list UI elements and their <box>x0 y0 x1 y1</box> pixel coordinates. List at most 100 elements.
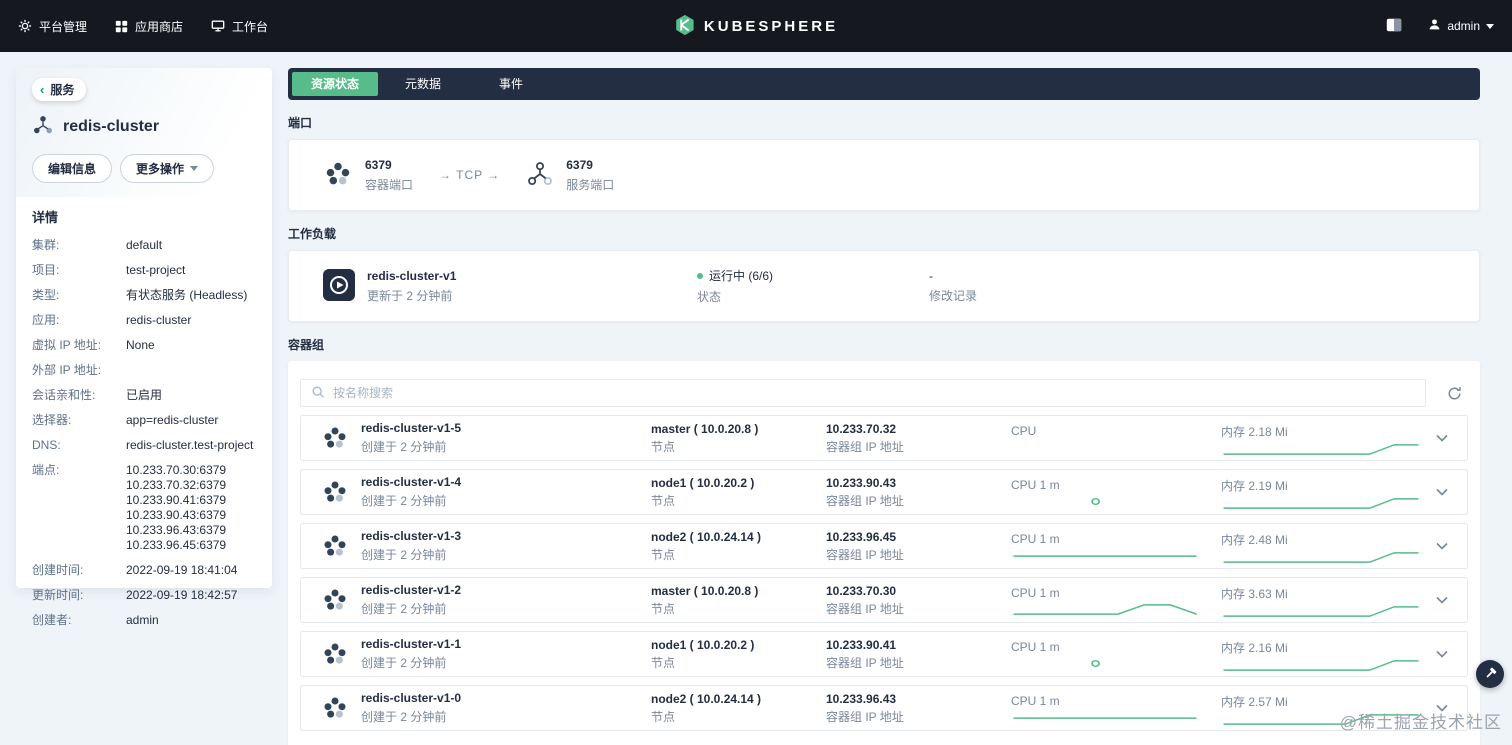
tab-resource-status[interactable]: 资源状态 <box>292 72 378 96</box>
pod-name[interactable]: redis-cluster-v1-3 <box>361 529 462 543</box>
detail-value: default <box>126 238 163 252</box>
pod-ip: 10.233.96.43 <box>826 691 897 706</box>
detail-label: 选择器: <box>32 413 72 427</box>
back-to-services-button[interactable]: ‹ 服务 <box>32 78 87 101</box>
chevron-down-icon[interactable] <box>1429 434 1455 442</box>
detail-label: 会话亲和性: <box>32 388 96 402</box>
floating-tool-button[interactable] <box>1476 660 1504 688</box>
pod-ip-label: 容器组 IP 地址 <box>826 494 904 508</box>
chevron-down-icon[interactable] <box>1429 542 1455 550</box>
pod-name[interactable]: redis-cluster-v1-1 <box>361 637 462 651</box>
pod-search-box[interactable] <box>300 379 1426 407</box>
pod-icon <box>321 640 349 668</box>
pod-name[interactable]: redis-cluster-v1-0 <box>361 691 462 705</box>
nav-platform-management[interactable]: 平台管理 <box>18 18 87 35</box>
memory-sparkline <box>1221 551 1421 564</box>
pod-memory-value: 内存 2.48 Mi <box>1221 532 1288 547</box>
pod-created: 创建于 2 分钟前 <box>361 602 447 616</box>
detail-row: 会话亲和性: 已启用 <box>32 388 256 403</box>
detail-label: 端点: <box>32 463 60 477</box>
detail-row: 项目: test-project <box>32 263 256 278</box>
pod-memory-metric: 内存 2.16 Mi <box>1221 637 1421 672</box>
memory-sparkline <box>1221 659 1421 672</box>
pod-icon <box>321 586 349 614</box>
user-menu[interactable]: admin <box>1428 18 1494 34</box>
pod-row[interactable]: redis-cluster-v1-2 创建于 2 分钟前 master ( 10… <box>300 577 1468 623</box>
tab-events[interactable]: 事件 <box>468 72 554 96</box>
detail-label: 应用: <box>32 313 60 327</box>
app-grid-icon <box>115 20 128 33</box>
service-topology-icon <box>526 160 554 191</box>
service-detail-sidebar: ‹ 服务 redis-cluster 编辑信息 更多操作 详情 集群: defa… <box>16 68 272 627</box>
detail-row: 类型: 有状态服务 (Headless) <box>32 288 256 303</box>
nav-workbench[interactable]: 工作台 <box>211 18 268 35</box>
title-row: redis-cluster <box>32 114 256 139</box>
pods-section-title: 容器组 <box>288 338 325 352</box>
pod-name[interactable]: redis-cluster-v1-5 <box>361 421 462 435</box>
pod-name-cell: redis-cluster-v1-0 创建于 2 分钟前 <box>361 691 651 725</box>
service-icon <box>32 114 54 139</box>
pod-node-label: 节点 <box>651 602 676 616</box>
more-actions-button[interactable]: 更多操作 <box>120 154 215 183</box>
pod-row[interactable]: redis-cluster-v1-5 创建于 2 分钟前 master ( 10… <box>300 415 1468 461</box>
pod-cpu-value: CPU 1 m <box>1011 640 1060 654</box>
detail-row: 更新时间: 2022-09-19 18:42:57 <box>32 588 256 603</box>
pod-row[interactable]: redis-cluster-v1-4 创建于 2 分钟前 node1 ( 10.… <box>300 469 1468 515</box>
chevron-down-icon[interactable] <box>1429 704 1455 712</box>
pod-cpu-metric: CPU 1 m <box>1011 692 1199 724</box>
pod-cpu-value: CPU 1 m <box>1011 532 1060 546</box>
pod-name[interactable]: redis-cluster-v1-4 <box>361 475 462 489</box>
pod-cpu-metric: CPU <box>1011 422 1199 454</box>
detail-label: 类型: <box>32 288 60 302</box>
chevron-down-icon[interactable] <box>1429 596 1455 604</box>
pod-ip-label: 容器组 IP 地址 <box>826 602 904 616</box>
pod-cpu-value: CPU <box>1011 424 1037 438</box>
detail-value: app=redis-cluster <box>126 413 219 427</box>
pod-icon <box>321 478 349 506</box>
pod-search-input[interactable] <box>333 386 1415 400</box>
details-list: 集群: default 项目: test-project 类型: 有状态服务 (… <box>16 238 272 628</box>
tab-metadata[interactable]: 元数据 <box>380 72 466 96</box>
pod-row[interactable]: redis-cluster-v1-3 创建于 2 分钟前 node2 ( 10.… <box>300 523 1468 569</box>
user-name: admin <box>1447 19 1480 33</box>
pod-name-cell: redis-cluster-v1-2 创建于 2 分钟前 <box>361 583 651 617</box>
records-value: - <box>929 268 933 283</box>
chevron-down-icon[interactable] <box>1429 488 1455 496</box>
pod-created: 创建于 2 分钟前 <box>361 656 447 670</box>
chevron-down-icon[interactable] <box>1429 650 1455 658</box>
pod-node-cell: master ( 10.0.20.8 ) 节点 <box>651 584 826 617</box>
pod-node-label: 节点 <box>651 494 676 508</box>
records-label: 修改记录 <box>929 288 978 303</box>
detail-value: 10.233.70.30:6379 10.233.70.32:6379 10.2… <box>126 463 227 552</box>
pod-node-label: 节点 <box>651 710 676 724</box>
pod-ip-cell: 10.233.70.32 容器组 IP 地址 <box>826 422 1011 455</box>
monitor-icon <box>211 19 225 33</box>
detail-row: 应用: redis-cluster <box>32 313 256 328</box>
pod-cpu-metric: CPU 1 m <box>1011 584 1199 616</box>
chevron-down-icon <box>1486 23 1494 29</box>
pod-row[interactable]: redis-cluster-v1-1 创建于 2 分钟前 node1 ( 10.… <box>300 631 1468 677</box>
watermark: @稀土掘金技术社区 <box>1339 713 1502 732</box>
kubesphere-logo-icon <box>674 14 696 39</box>
sidebar-hero: ‹ 服务 redis-cluster 编辑信息 更多操作 <box>16 68 272 197</box>
detail-label: 集群: <box>32 238 60 252</box>
pod-node-cell: node1 ( 10.0.20.2 ) 节点 <box>651 638 826 671</box>
refresh-button[interactable] <box>1440 379 1468 407</box>
pod-memory-metric: 内存 2.19 Mi <box>1221 475 1421 510</box>
pod-node: master ( 10.0.20.8 ) <box>651 421 759 436</box>
detail-label: 项目: <box>32 263 60 277</box>
ports-section-title: 端口 <box>288 116 313 130</box>
nav-app-store[interactable]: 应用商店 <box>115 18 183 35</box>
workload-records-cell: - 修改记录 <box>929 269 1445 304</box>
pod-name[interactable]: redis-cluster-v1-2 <box>361 583 462 597</box>
pod-created: 创建于 2 分钟前 <box>361 548 447 562</box>
pod-memory-value: 内存 3.63 Mi <box>1221 586 1288 601</box>
pod-row[interactable]: redis-cluster-v1-0 创建于 2 分钟前 node2 ( 10.… <box>300 685 1468 731</box>
console-panel-icon[interactable] <box>1386 18 1402 35</box>
pod-cpu-metric: CPU 1 m <box>1011 638 1199 670</box>
pod-created: 创建于 2 分钟前 <box>361 710 447 724</box>
workload-name[interactable]: redis-cluster-v1 <box>367 268 457 283</box>
workload-status-cell: 运行中 (6/6) 状态 <box>697 267 929 305</box>
edit-info-button[interactable]: 编辑信息 <box>32 154 113 183</box>
workload-card[interactable]: redis-cluster-v1 更新于 2 分钟前 运行中 (6/6) 状态 … <box>288 250 1480 322</box>
